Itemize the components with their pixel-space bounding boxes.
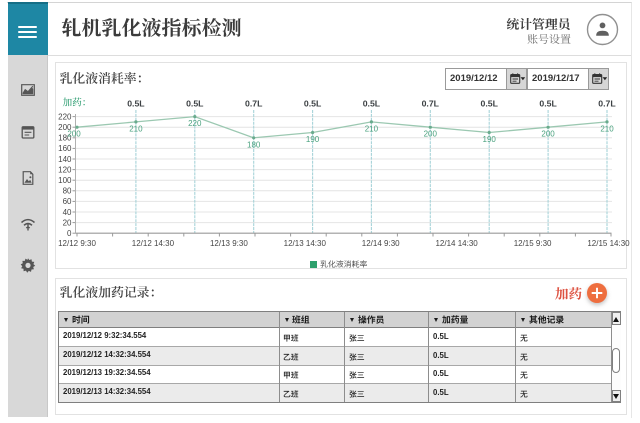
svg-text:120: 120 (58, 165, 72, 174)
svg-text:12/15 14:30: 12/15 14:30 (587, 239, 630, 248)
svg-text:0.5L: 0.5L (127, 99, 145, 109)
svg-text:12/15 9:30: 12/15 9:30 (514, 239, 552, 248)
svg-text:200: 200 (541, 130, 555, 139)
svg-text:12/14 9:30: 12/14 9:30 (362, 239, 400, 248)
svg-text:210: 210 (365, 124, 379, 133)
svg-text:0.5L: 0.5L (363, 99, 381, 109)
svg-text:12/13 14:30: 12/13 14:30 (284, 239, 327, 248)
svg-text:180: 180 (58, 134, 72, 143)
svg-text:200: 200 (58, 123, 72, 132)
svg-text:140: 140 (58, 155, 72, 164)
svg-text:0.7L: 0.7L (245, 99, 263, 109)
svg-text:200: 200 (424, 130, 438, 139)
svg-text:0: 0 (67, 229, 72, 238)
svg-text:80: 80 (63, 187, 72, 196)
svg-text:100: 100 (58, 176, 72, 185)
svg-text:12/12 14:30: 12/12 14:30 (132, 239, 175, 248)
svg-text:12/13 9:30: 12/13 9:30 (210, 239, 248, 248)
svg-text:20: 20 (63, 218, 72, 227)
svg-text:0.5L: 0.5L (539, 99, 557, 109)
svg-text:0.5L: 0.5L (186, 99, 204, 109)
svg-text:40: 40 (63, 208, 72, 217)
svg-text:160: 160 (58, 144, 72, 153)
svg-text:220: 220 (58, 112, 72, 121)
svg-text:180: 180 (247, 140, 261, 149)
svg-text:12/14 14:30: 12/14 14:30 (435, 239, 478, 248)
svg-text:0.5L: 0.5L (304, 99, 322, 109)
svg-text:0.7L: 0.7L (422, 99, 440, 109)
svg-text:12/12 9:30: 12/12 9:30 (58, 239, 96, 248)
svg-text:200: 200 (67, 130, 81, 139)
svg-text:210: 210 (129, 124, 143, 133)
svg-text:60: 60 (63, 197, 72, 206)
svg-text:190: 190 (483, 135, 497, 144)
svg-text:0.5L: 0.5L (481, 99, 499, 109)
svg-text:210: 210 (600, 124, 614, 133)
svg-text:0.7L: 0.7L (598, 99, 616, 109)
svg-text:220: 220 (188, 119, 202, 128)
svg-text:190: 190 (306, 135, 320, 144)
